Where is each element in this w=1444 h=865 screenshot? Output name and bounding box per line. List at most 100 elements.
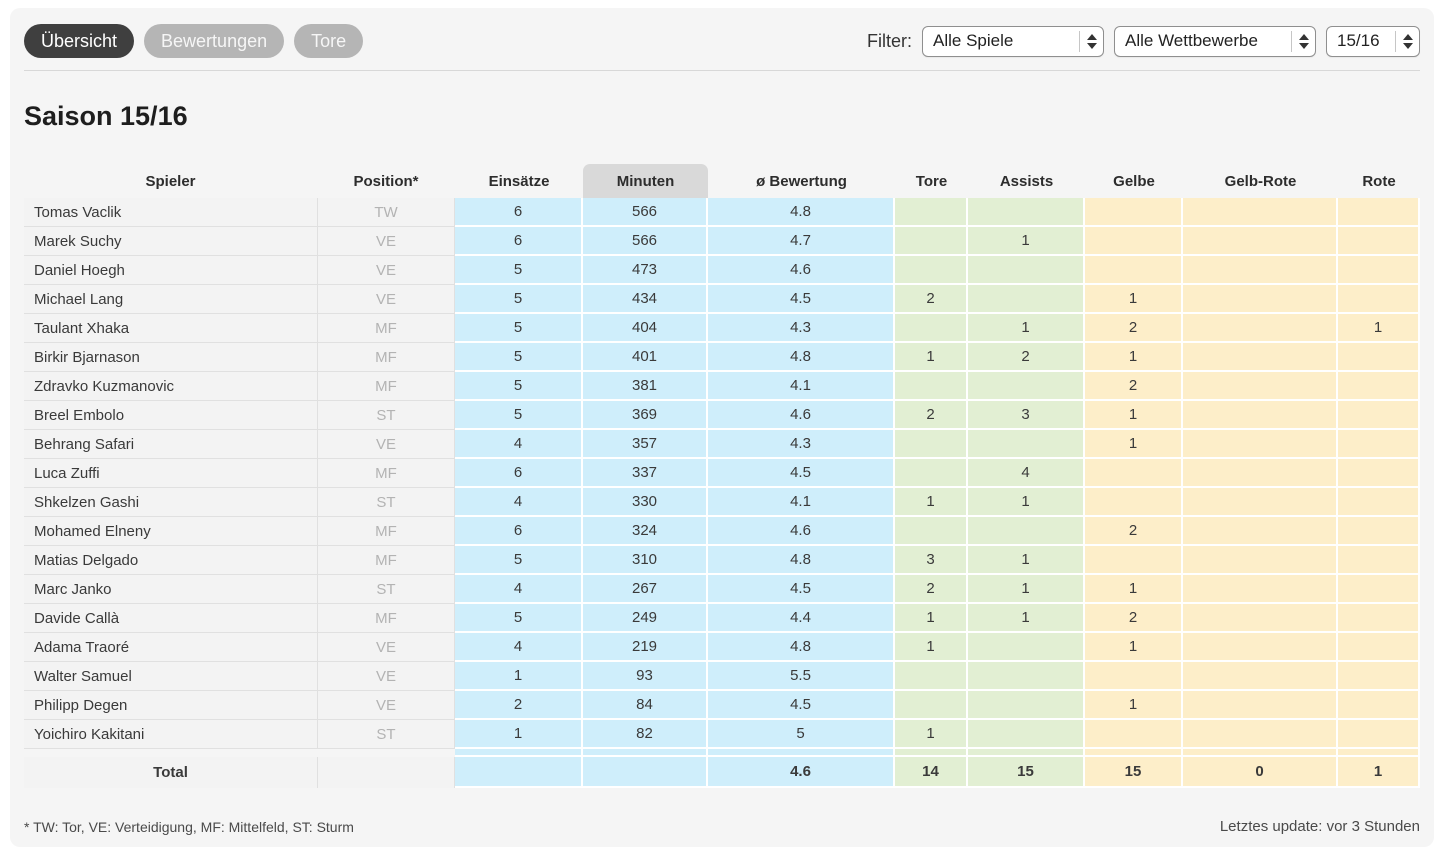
column-header-minuten[interactable]: Minuten [583,164,708,198]
cell-spieler: Shkelzen Gashi [24,488,317,517]
cell-einsaetze: 6 [455,227,583,256]
cell-bewertung: 4.7 [708,227,895,256]
cell-tore: 2 [895,401,968,430]
cell-gelbrote [1183,488,1338,517]
cell-bewertung: 5 [708,720,895,749]
tab-uebersicht[interactable]: Übersicht [24,24,135,58]
cell-gelbrote [1183,604,1338,633]
cell-tore: 2 [895,575,968,604]
cell-tore [895,430,968,459]
cell-position: ST [317,575,455,604]
spacer-cell [1338,749,1420,757]
cell-rote [1338,459,1420,488]
cell-gelbe [1085,720,1183,749]
cell-spieler: Tomas Vaclik [24,198,317,227]
cell-assists: 1 [968,604,1085,633]
cell-tore [895,517,968,546]
column-header-position[interactable]: Position* [353,172,419,190]
cell-gelbrote [1183,285,1338,314]
spacer-cell [24,749,317,757]
cell-assists: 1 [968,575,1085,604]
cell-rote [1338,662,1420,691]
cell-gelbrote [1183,256,1338,285]
cell-gelbe: 1 [1085,401,1183,430]
filter-select-games[interactable]: Alle Spiele [922,25,1104,57]
cell-bewertung: 4.1 [708,488,895,517]
table-row: Mohamed Elneny MF 6 324 4.6 2 [24,517,1420,546]
total-position [317,757,455,788]
table-row: Michael Lang VE 5 434 4.5 2 1 [24,285,1420,314]
cell-minuten: 369 [583,401,708,430]
table-row: Davide Callà MF 5 249 4.4 1 1 2 [24,604,1420,633]
cell-bewertung: 4.4 [708,604,895,633]
total-einsaetze [455,757,583,788]
filter-select-season[interactable]: 15/16 [1326,25,1420,57]
tab-bewertungen[interactable]: Bewertungen [144,24,285,58]
cell-position: TW [317,198,455,227]
cell-gelbe: 2 [1085,517,1183,546]
cell-einsaetze: 6 [455,198,583,227]
cell-gelbrote [1183,662,1338,691]
cell-tore [895,662,968,691]
column-header-einsaetze[interactable]: Einsätze [488,172,550,190]
column-header-bewertung[interactable]: ø Bewertung [756,172,847,190]
cell-bewertung: 4.3 [708,430,895,459]
cell-gelbe: 2 [1085,604,1183,633]
cell-minuten: 381 [583,372,708,401]
cell-einsaetze: 5 [455,343,583,372]
cell-minuten: 401 [583,343,708,372]
cell-assists [968,372,1085,401]
column-header-spieler[interactable]: Spieler [145,172,196,190]
column-header-gelbrote[interactable]: Gelb-Rote [1224,172,1297,190]
cell-einsaetze: 6 [455,459,583,488]
cell-bewertung: 4.8 [708,198,895,227]
cell-bewertung: 4.1 [708,372,895,401]
main-card: Übersicht Bewertungen Tore Filter: Alle … [10,8,1434,847]
cell-rote [1338,256,1420,285]
column-header-assists[interactable]: Assists [999,172,1054,190]
total-minuten [583,757,708,788]
cell-einsaetze: 5 [455,314,583,343]
column-header-tore[interactable]: Tore [915,172,948,190]
cell-einsaetze: 5 [455,546,583,575]
cell-assists: 3 [968,401,1085,430]
cell-bewertung: 4.3 [708,314,895,343]
cell-bewertung: 4.8 [708,546,895,575]
cell-position: MF [317,459,455,488]
cell-minuten: 404 [583,314,708,343]
column-header-gelbe[interactable]: Gelbe [1113,172,1155,190]
cell-spieler: Yoichiro Kakitani [24,720,317,749]
filter-select-competitions[interactable]: Alle Wettbewerbe [1114,25,1316,57]
cell-minuten: 473 [583,256,708,285]
table-row: Birkir Bjarnason MF 5 401 4.8 1 2 1 [24,343,1420,372]
cell-einsaetze: 4 [455,575,583,604]
cell-gelbrote [1183,227,1338,256]
cell-bewertung: 4.5 [708,285,895,314]
cell-rote [1338,401,1420,430]
total-gelbe: 15 [1085,757,1183,788]
cell-spieler: Behrang Safari [24,430,317,459]
table-row: Shkelzen Gashi ST 4 330 4.1 1 1 [24,488,1420,517]
cell-tore: 1 [895,488,968,517]
cell-rote [1338,691,1420,720]
table-row: Taulant Xhaka MF 5 404 4.3 1 2 1 [24,314,1420,343]
spacer-cell [1085,749,1183,757]
cell-tore: 1 [895,720,968,749]
top-bar: Übersicht Bewertungen Tore Filter: Alle … [24,24,1420,71]
cell-gelbe: 1 [1085,691,1183,720]
cell-gelbe: 1 [1085,343,1183,372]
cell-gelbrote [1183,517,1338,546]
cell-gelbrote [1183,314,1338,343]
cell-rote [1338,633,1420,662]
cell-position: VE [317,691,455,720]
cell-rote [1338,488,1420,517]
tab-tore[interactable]: Tore [294,24,364,58]
cell-gelbrote [1183,459,1338,488]
cell-spieler: Daniel Hoegh [24,256,317,285]
cell-minuten: 566 [583,227,708,256]
cell-gelbe: 1 [1085,633,1183,662]
column-header-rote[interactable]: Rote [1362,172,1396,190]
cell-gelbe [1085,256,1183,285]
cell-tore [895,227,968,256]
cell-position: VE [317,430,455,459]
